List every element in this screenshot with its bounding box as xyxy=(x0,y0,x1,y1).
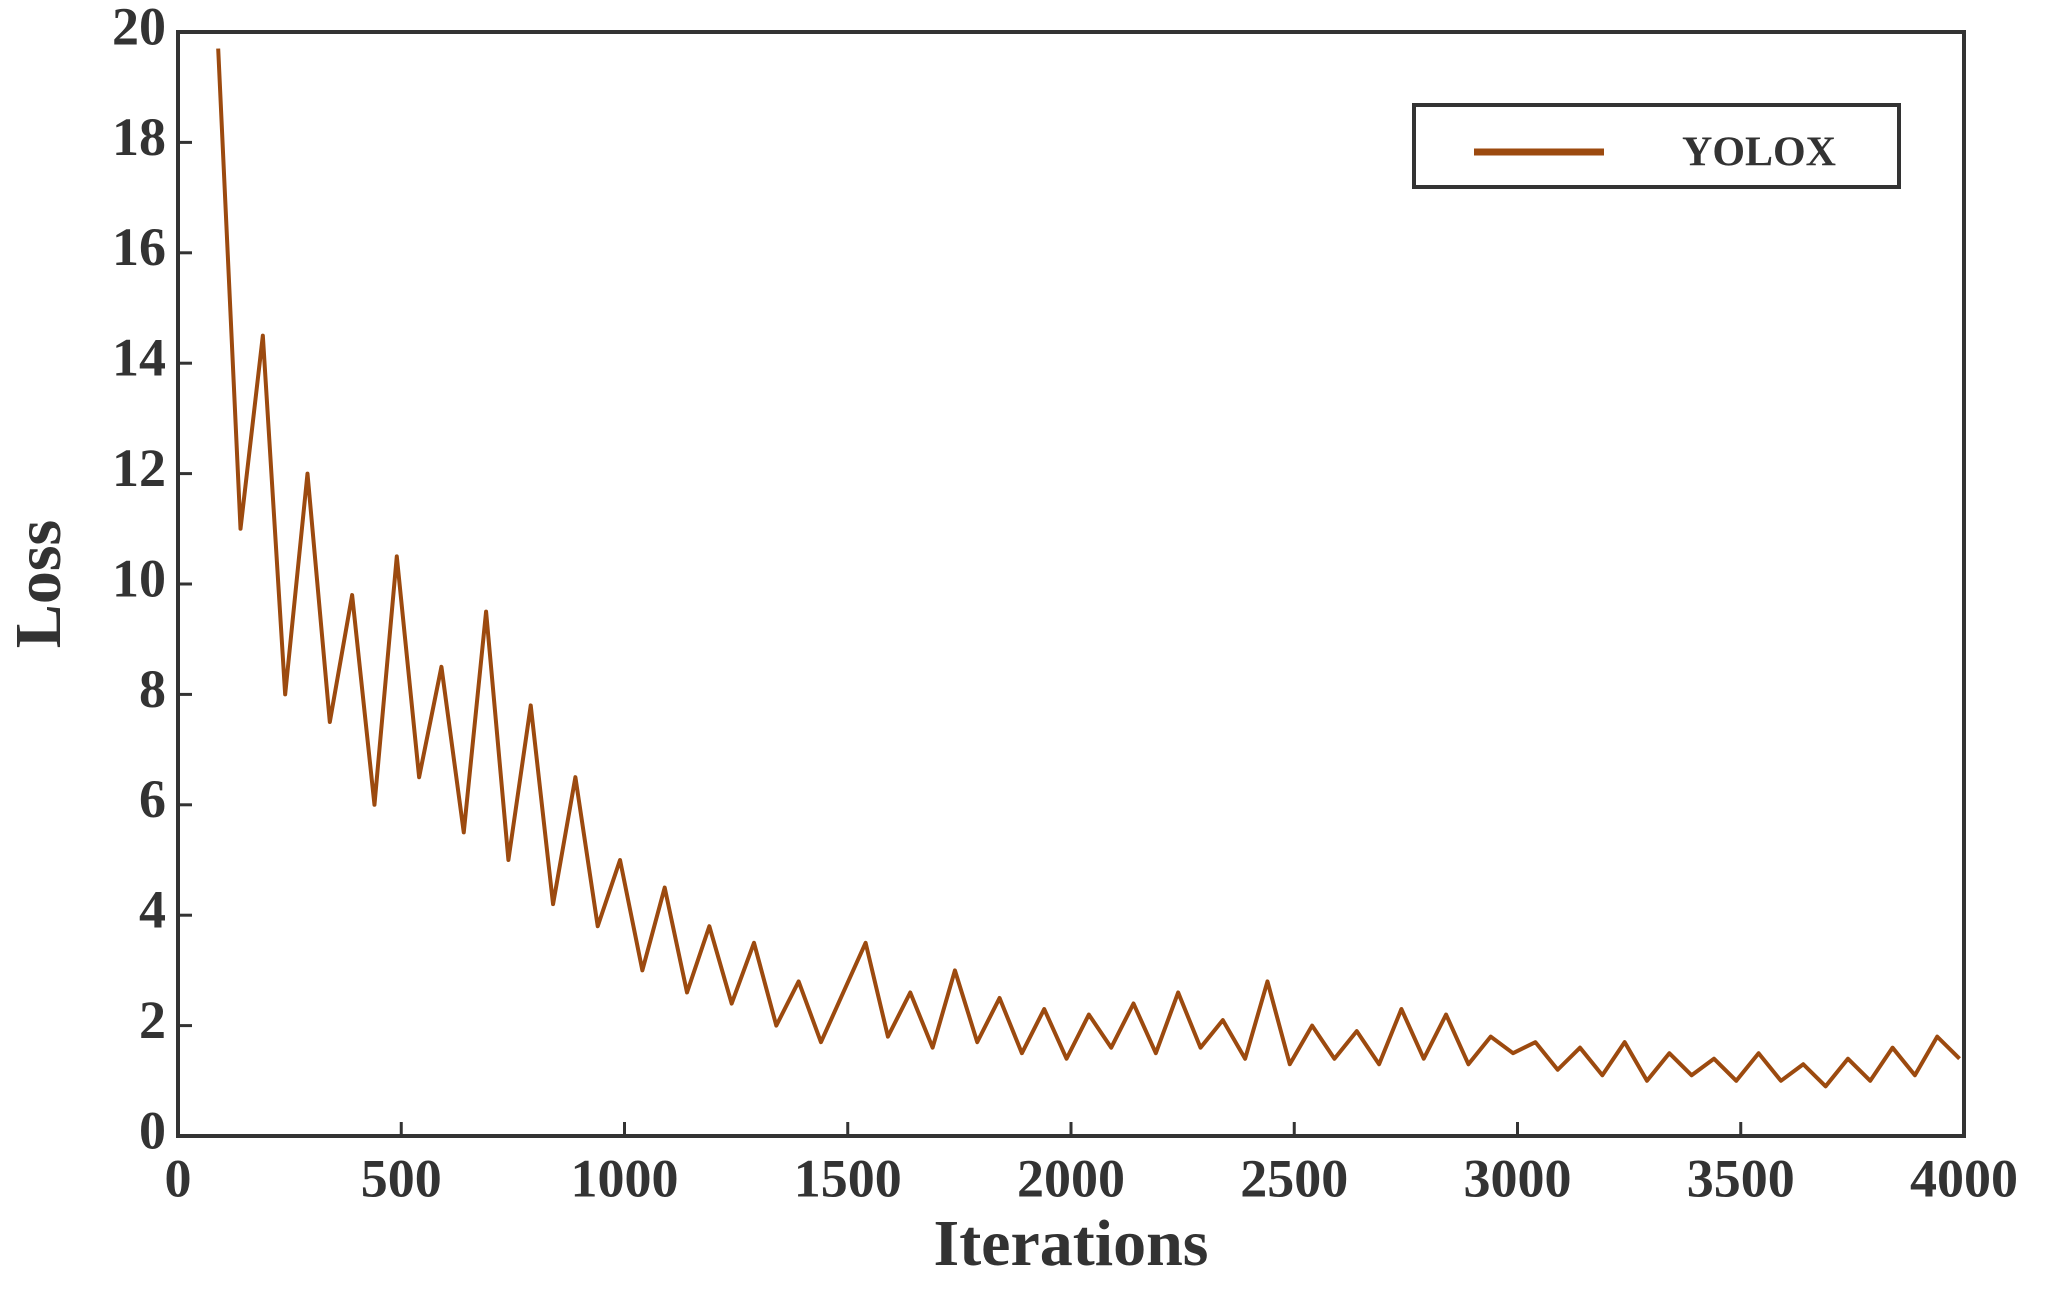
x-tick-label: 4000 xyxy=(1910,1148,2018,1208)
y-tick-label: 2 xyxy=(139,990,166,1050)
y-axis-label: Loss xyxy=(2,520,75,648)
y-tick-label: 12 xyxy=(112,438,166,498)
y-tick-label: 6 xyxy=(139,769,166,829)
x-tick-label: 500 xyxy=(361,1148,442,1208)
data-line xyxy=(216,48,1961,1089)
x-tick-label: 2500 xyxy=(1240,1148,1348,1208)
y-tick-label: 14 xyxy=(112,328,166,388)
y-tick-label: 0 xyxy=(139,1100,166,1160)
legend-label: YOLOX xyxy=(1682,130,1836,176)
legend-box xyxy=(1412,103,1901,189)
plot-frame xyxy=(176,30,1966,1138)
x-tick-label: 1000 xyxy=(571,1148,679,1208)
y-tick-label: 4 xyxy=(139,880,166,940)
y-tick-label: 16 xyxy=(112,217,166,277)
y-tick-label: 10 xyxy=(112,548,166,608)
x-axis-label: Iterations xyxy=(934,1207,1209,1280)
x-tick-label: 0 xyxy=(165,1148,192,1208)
y-tick-label: 18 xyxy=(112,107,166,167)
x-tick-label: 3000 xyxy=(1464,1148,1572,1208)
x-tick-label: 1500 xyxy=(794,1148,902,1208)
y-tick-label: 8 xyxy=(139,659,166,719)
y-tick-label: 20 xyxy=(112,0,166,56)
x-tick-label: 3500 xyxy=(1687,1148,1795,1208)
x-tick-label: 2000 xyxy=(1017,1148,1125,1208)
